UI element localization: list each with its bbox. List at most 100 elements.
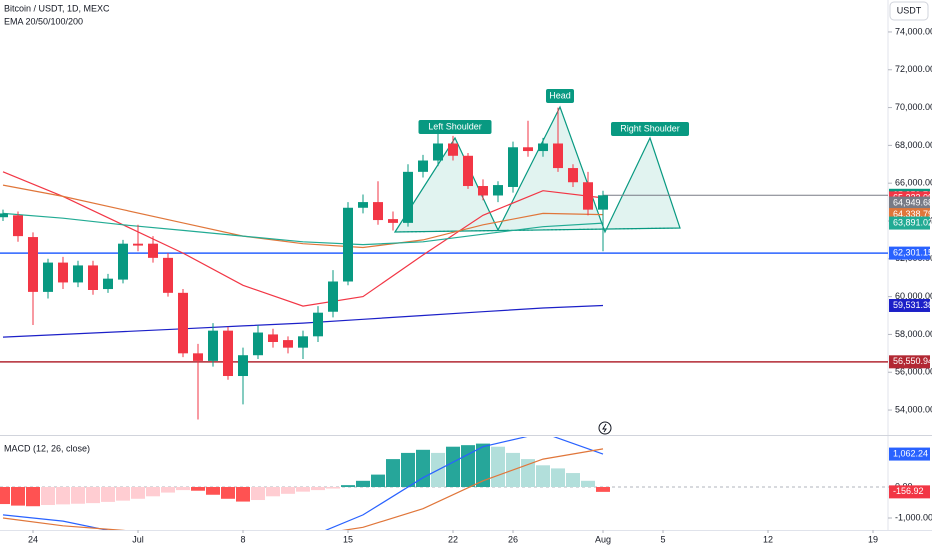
y-tick-label: 68,000.00 — [895, 140, 932, 150]
histogram-bar — [281, 487, 295, 494]
histogram-bar — [56, 487, 70, 505]
currency-button-label[interactable]: USDT — [897, 5, 922, 15]
histogram-bar — [296, 487, 310, 492]
histogram-bar — [206, 487, 220, 495]
histogram-bar — [446, 446, 460, 488]
histogram-bar — [416, 449, 430, 488]
price-badge-label: 62,301.15 — [893, 247, 932, 257]
candle-body — [283, 340, 293, 348]
head-shoulders-pattern — [393, 105, 681, 234]
annotation: Left Shoulder — [428, 121, 482, 131]
candle-body — [133, 243, 143, 246]
candle-body — [568, 168, 578, 183]
histogram-bar — [371, 474, 385, 488]
annotation: Right Shoulder — [620, 123, 680, 133]
histogram-bar — [266, 487, 280, 497]
candle-body — [328, 281, 338, 312]
annotation-box — [546, 89, 574, 103]
annotation: Head — [549, 90, 571, 100]
candle-body — [478, 186, 488, 196]
candle-body — [298, 336, 308, 348]
histogram-bar — [41, 487, 55, 505]
candle-body — [163, 257, 173, 293]
histogram-bar — [86, 487, 100, 504]
histogram-bar — [536, 465, 550, 488]
macd-pane — [0, 437, 888, 530]
price-badge — [889, 485, 930, 499]
candle-body — [73, 265, 83, 283]
y-tick-label: 66,000.00 — [895, 178, 932, 188]
y-tick-label: 70,000.00 — [895, 102, 932, 112]
histogram-bar — [551, 468, 565, 488]
price-badge-label: 63,891.02 — [893, 217, 932, 227]
indicator-line — [2, 304, 604, 338]
candle-body — [118, 243, 128, 280]
candle-body — [313, 312, 323, 337]
histogram-bar — [116, 487, 130, 501]
candle-body — [538, 143, 548, 152]
candle-body — [103, 278, 113, 290]
candle-body — [493, 185, 503, 196]
histogram-bar — [251, 487, 265, 501]
x-tick-label: 24 — [28, 534, 38, 544]
y-tick-label: 72,000.00 — [895, 64, 932, 74]
candle-body — [43, 262, 53, 292]
y-tick-label: 56,000.00 — [895, 367, 932, 377]
candle-body — [88, 265, 98, 290]
candle-body — [343, 207, 353, 282]
candle-body — [13, 215, 23, 237]
candle-body — [373, 202, 383, 221]
histogram-bar — [221, 487, 235, 499]
price-badge-label: 64,949.68 — [893, 197, 932, 207]
candle-body — [223, 330, 233, 377]
histogram-bar — [596, 487, 610, 492]
histogram-bar — [356, 480, 370, 488]
candle-body — [388, 219, 398, 223]
candle-body — [28, 237, 38, 292]
price-badge — [889, 246, 930, 260]
candle-body — [418, 160, 428, 172]
indicator-line — [2, 212, 604, 246]
price-badge-label: -156.92 — [893, 486, 924, 496]
histogram-bar — [476, 443, 490, 488]
x-tick-label: 22 — [448, 534, 458, 544]
x-tick-label: Jul — [132, 534, 144, 544]
candle-body — [358, 202, 368, 208]
event-icon-bolt — [602, 423, 607, 433]
indicator-line — [2, 184, 604, 249]
price-badge — [889, 298, 930, 312]
histogram-bar — [401, 452, 415, 488]
x-tick-label: 19 — [868, 534, 878, 544]
candle-body — [0, 213, 9, 218]
price-pane — [0, 105, 888, 420]
price-badge — [889, 447, 930, 461]
annotation-box — [418, 120, 492, 134]
event-icon[interactable] — [598, 421, 612, 435]
candle-body — [58, 262, 68, 283]
candle-body — [148, 243, 158, 258]
histogram-bar — [161, 487, 175, 493]
candle-body — [208, 330, 218, 361]
x-tick-label: Aug — [595, 534, 611, 544]
candle-body — [463, 155, 473, 187]
candle-body — [253, 332, 263, 356]
candle-body — [238, 355, 248, 377]
x-tick-label: 15 — [343, 534, 353, 544]
x-tick-label: 5 — [660, 534, 665, 544]
candle-body — [178, 292, 188, 354]
price-badge-label: 1,062.24 — [893, 448, 928, 458]
price-badge — [889, 216, 930, 230]
currency-button[interactable] — [889, 1, 929, 21]
indicator-line — [2, 448, 604, 530]
histogram-bar — [11, 487, 25, 506]
histogram-bar — [101, 487, 115, 502]
y-tick-label: 60,000.00 — [895, 291, 932, 301]
histogram-bar — [236, 487, 250, 502]
histogram-bar — [176, 487, 190, 491]
price-badge-label: 59,531.38 — [893, 300, 932, 310]
histogram-bar — [386, 459, 400, 488]
x-tick-label: 26 — [508, 534, 518, 544]
histogram-bar — [491, 446, 505, 488]
candle-body — [523, 147, 533, 152]
